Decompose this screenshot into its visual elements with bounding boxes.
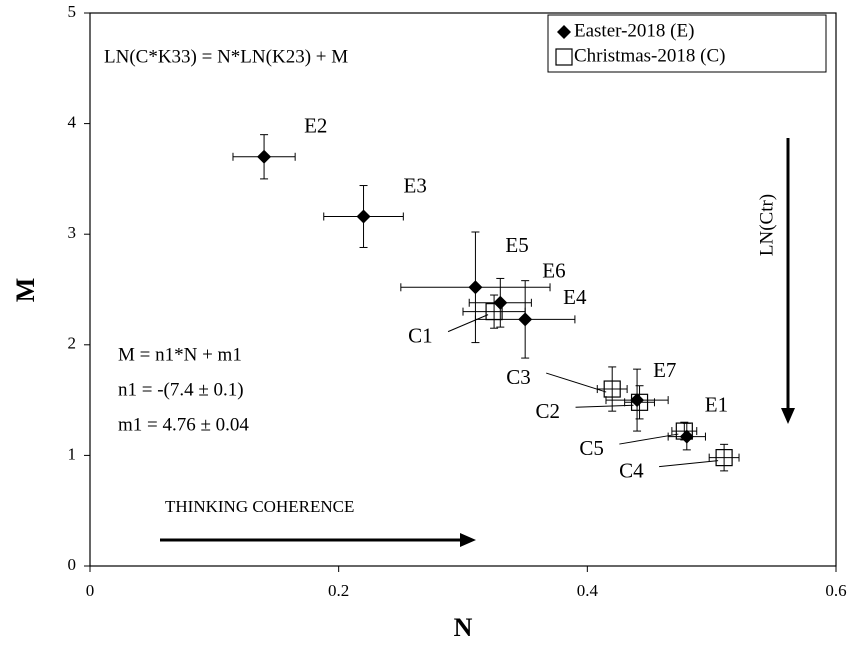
y-tick-label: 5	[68, 2, 77, 21]
leader-line	[575, 404, 634, 408]
point-label: E3	[404, 173, 427, 197]
x-tick-label: 0.2	[328, 581, 349, 600]
point-label: E2	[304, 114, 327, 138]
y-tick-label: 1	[68, 444, 77, 463]
point-label: E4	[563, 285, 587, 309]
point	[603, 380, 621, 398]
point-label: C1	[408, 323, 433, 347]
point-label: E6	[542, 259, 565, 283]
point	[675, 422, 693, 440]
point	[257, 149, 272, 164]
point	[630, 393, 649, 411]
legend-box	[547, 14, 827, 73]
point-label: C5	[579, 436, 604, 460]
leader-line	[659, 460, 719, 468]
point	[715, 449, 733, 467]
point-label: E1	[705, 392, 728, 416]
point	[356, 209, 371, 224]
point	[518, 312, 533, 327]
point	[679, 429, 694, 444]
arrow-label: THINKING COHERENCE	[165, 497, 354, 516]
fit-text: n1 = -(7.4 ± 0.1)	[118, 379, 244, 400]
point	[630, 393, 645, 408]
fit-text: M = n1*N + m1	[118, 344, 242, 365]
leader-line	[546, 372, 607, 393]
plot-frame	[89, 12, 837, 567]
point-label: C2	[536, 399, 561, 423]
point	[485, 303, 503, 321]
y-tick-label: 3	[68, 223, 77, 242]
x-axis-title: N	[454, 613, 473, 642]
legend-marker	[555, 48, 573, 66]
legend-label: Easter-2018 (E)	[574, 20, 694, 41]
y-tick-label: 4	[68, 113, 77, 132]
point	[493, 295, 508, 310]
y-axis-title: M	[11, 278, 40, 303]
arrow-label: LN(Ctr)	[756, 194, 777, 256]
leader-line	[447, 314, 489, 333]
point-label: C3	[506, 365, 531, 389]
legend-marker	[557, 25, 571, 39]
arrow-head	[460, 533, 476, 547]
point-label: E7	[653, 358, 676, 382]
point-label: E5	[505, 233, 528, 257]
point-label: C4	[619, 458, 644, 482]
point	[468, 280, 483, 295]
leader-line	[619, 433, 679, 445]
fit-text: m1 = 4.76 ± 0.04	[118, 414, 249, 435]
x-tick-label: 0	[86, 581, 95, 600]
legend-label: Christmas-2018 (C)	[574, 45, 725, 66]
equation: LN(C*K33) = N*LN(K23) + M	[104, 46, 348, 67]
x-tick-label: 0.6	[825, 581, 846, 600]
x-tick-label: 0.4	[577, 581, 599, 600]
y-tick-label: 2	[68, 334, 77, 353]
arrow-head	[781, 408, 795, 424]
y-tick-label: 0	[68, 555, 77, 574]
